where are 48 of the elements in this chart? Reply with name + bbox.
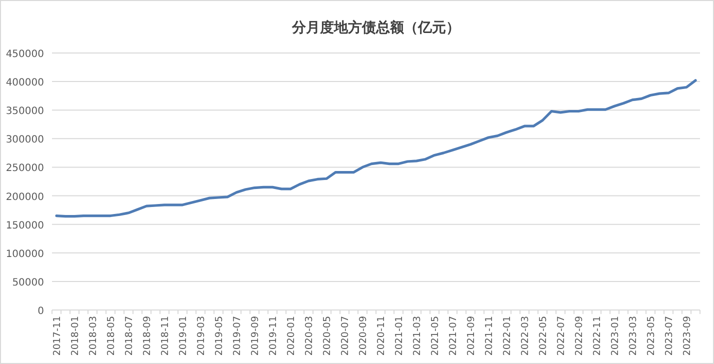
x-tick-label: 2021-05 — [430, 316, 441, 356]
x-tick-label: 2022-07 — [556, 316, 567, 356]
x-tick-label: 2022-03 — [520, 316, 531, 356]
x-tick-label: 2023-03 — [628, 316, 639, 356]
x-tick-label: 2020-01 — [286, 316, 297, 356]
y-tick-label: 300000 — [6, 134, 44, 146]
x-tick-label: 2018-11 — [160, 316, 171, 356]
x-tick-label: 2023-05 — [646, 316, 657, 356]
x-tick-label: 2018-09 — [142, 316, 153, 356]
x-tick-label: 2017-11 — [52, 316, 63, 356]
x-tick-label: 2020-05 — [322, 316, 333, 356]
x-tick-label: 2021-07 — [448, 316, 459, 356]
x-tick-label: 2021-01 — [394, 316, 405, 356]
x-tick-label: 2023-07 — [664, 316, 675, 356]
y-tick-label: 400000 — [6, 78, 44, 89]
x-tick-label: 2020-07 — [340, 316, 351, 356]
x-tick-label: 2018-03 — [88, 316, 99, 356]
x-tick-label: 2020-03 — [304, 316, 315, 356]
x-tick-label: 2018-07 — [124, 316, 135, 356]
line-series — [55, 79, 697, 218]
x-tick-label: 2022-01 — [502, 316, 513, 356]
x-tick-label: 2021-09 — [466, 316, 477, 356]
y-tick-label: 100000 — [6, 248, 44, 260]
y-tick-label: 250000 — [6, 163, 44, 174]
x-tick-label: 2019-01 — [178, 316, 189, 356]
x-tick-label: 2020-09 — [358, 316, 369, 356]
y-tick-label: 0 — [38, 306, 44, 317]
y-tick-label: 450000 — [6, 49, 44, 60]
y-tick-label: 200000 — [6, 192, 44, 203]
x-tick-label: 2019-05 — [214, 316, 225, 356]
x-tick-label: 2023-01 — [610, 316, 621, 356]
x-tick-label: 2019-11 — [268, 316, 279, 356]
y-tick-label: 50000 — [12, 277, 44, 288]
x-tick-label: 2018-01 — [70, 316, 81, 356]
chart-title: 分月度地方债总额（亿元） — [291, 19, 460, 36]
x-tick-label: 2020-11 — [376, 316, 387, 356]
x-tick-label: 2021-11 — [484, 316, 495, 356]
x-tick-label: 2019-03 — [196, 316, 207, 356]
x-tick-label: 2022-11 — [592, 316, 603, 356]
y-tick-label: 150000 — [6, 220, 44, 232]
x-tick-label: 2021-03 — [412, 316, 423, 356]
x-tick-label: 2019-07 — [232, 316, 243, 356]
y-tick-label: 350000 — [6, 106, 44, 118]
x-tick-label: 2019-09 — [250, 316, 261, 356]
x-tick-label: 2022-09 — [574, 316, 585, 356]
x-tick-label: 2022-05 — [538, 316, 549, 356]
x-tick-label: 2023-09 — [682, 316, 693, 356]
x-tick-label: 2018-05 — [106, 316, 117, 356]
